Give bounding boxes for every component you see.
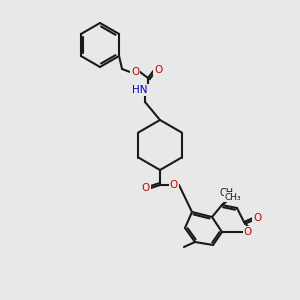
Text: CH₃: CH₃ [220,188,238,198]
Text: O: O [154,65,162,75]
Text: O: O [244,227,252,237]
Text: HN: HN [132,85,148,95]
Text: O: O [170,180,178,190]
Text: O: O [142,183,150,193]
Text: O: O [131,67,139,77]
Text: O: O [253,213,261,223]
Text: CH₃: CH₃ [225,193,241,202]
